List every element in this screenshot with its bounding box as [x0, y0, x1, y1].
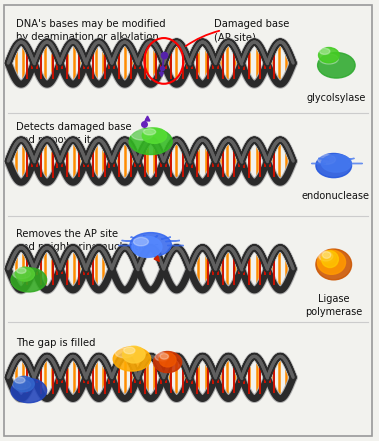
Ellipse shape [11, 378, 47, 403]
Ellipse shape [321, 154, 351, 172]
Ellipse shape [133, 237, 149, 246]
Ellipse shape [160, 354, 168, 359]
Ellipse shape [316, 249, 352, 280]
Text: Removes the AP site
and neighboring nucleotides: Removes the AP site and neighboring nucl… [16, 229, 159, 253]
Ellipse shape [13, 269, 31, 279]
Ellipse shape [319, 54, 338, 64]
Ellipse shape [132, 236, 162, 258]
Ellipse shape [142, 128, 167, 143]
Text: Ligase
polymerase: Ligase polymerase [305, 294, 362, 317]
Ellipse shape [155, 352, 169, 361]
Polygon shape [122, 240, 137, 242]
Ellipse shape [115, 348, 134, 358]
Ellipse shape [318, 52, 355, 78]
Polygon shape [345, 158, 354, 160]
Ellipse shape [129, 128, 172, 154]
Ellipse shape [318, 48, 339, 63]
Ellipse shape [319, 48, 330, 54]
Polygon shape [131, 237, 141, 239]
Ellipse shape [14, 376, 34, 392]
Ellipse shape [318, 250, 346, 274]
Polygon shape [166, 240, 180, 242]
Ellipse shape [122, 346, 145, 363]
Ellipse shape [11, 268, 47, 292]
Ellipse shape [318, 250, 335, 263]
Polygon shape [144, 235, 148, 238]
Ellipse shape [318, 155, 335, 164]
Text: Detects damaged base
and removes it: Detects damaged base and removes it [16, 122, 131, 145]
Ellipse shape [321, 251, 338, 268]
Ellipse shape [17, 268, 26, 273]
Polygon shape [336, 156, 337, 158]
Polygon shape [154, 235, 158, 238]
Ellipse shape [16, 267, 34, 281]
Text: endonuclease: endonuclease [302, 191, 370, 201]
Ellipse shape [153, 351, 182, 373]
Text: glycolsylase: glycolsylase [307, 93, 366, 103]
Polygon shape [318, 158, 329, 160]
Ellipse shape [159, 353, 176, 367]
Ellipse shape [15, 377, 25, 383]
Polygon shape [161, 237, 171, 239]
Ellipse shape [323, 252, 331, 258]
Ellipse shape [124, 347, 135, 354]
Ellipse shape [13, 380, 31, 389]
Ellipse shape [113, 347, 151, 371]
Ellipse shape [316, 153, 352, 178]
Text: DNA's bases may be modified
by deamination or alkylation: DNA's bases may be modified by deaminati… [16, 19, 165, 42]
FancyBboxPatch shape [5, 5, 372, 436]
Ellipse shape [130, 232, 171, 257]
Text: Damaged base
(AP site): Damaged base (AP site) [215, 19, 290, 42]
Text: The gap is filled: The gap is filled [16, 338, 95, 348]
Ellipse shape [131, 130, 153, 140]
Ellipse shape [319, 251, 333, 261]
Ellipse shape [144, 129, 156, 135]
